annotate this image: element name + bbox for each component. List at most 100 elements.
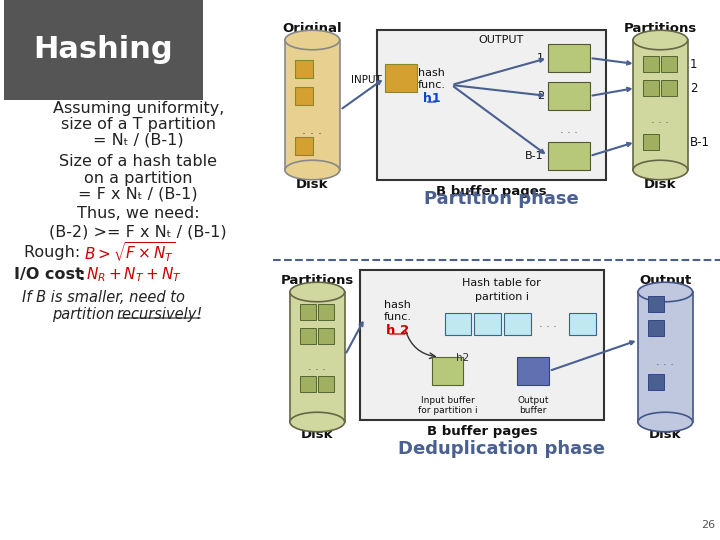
FancyBboxPatch shape — [644, 80, 660, 96]
Text: Disk: Disk — [644, 178, 677, 191]
FancyBboxPatch shape — [295, 87, 313, 105]
Text: . . .: . . . — [308, 362, 326, 372]
Text: = F x Nₜ / (B-1): = F x Nₜ / (B-1) — [78, 186, 198, 201]
Ellipse shape — [638, 412, 693, 432]
Text: 1: 1 — [537, 53, 544, 63]
Text: Hashing: Hashing — [34, 36, 174, 64]
FancyBboxPatch shape — [360, 270, 603, 420]
Text: Output: Output — [517, 396, 549, 405]
FancyBboxPatch shape — [300, 304, 316, 320]
Text: h1: h1 — [423, 91, 441, 105]
FancyBboxPatch shape — [633, 40, 688, 170]
Text: h 2: h 2 — [386, 323, 410, 336]
Text: Output: Output — [639, 274, 691, 287]
Text: Thus, we need:: Thus, we need: — [77, 206, 199, 221]
Text: of T: of T — [646, 36, 675, 49]
Text: Original: Original — [282, 22, 342, 35]
Text: . . .: . . . — [539, 319, 557, 329]
Text: h2: h2 — [456, 353, 469, 363]
FancyBboxPatch shape — [318, 304, 334, 320]
Text: Disk: Disk — [296, 178, 328, 191]
FancyBboxPatch shape — [318, 328, 334, 344]
Text: Disk: Disk — [649, 428, 682, 441]
FancyBboxPatch shape — [431, 357, 464, 385]
FancyBboxPatch shape — [662, 80, 678, 96]
Text: func.: func. — [384, 312, 412, 322]
Text: = Nₜ / (B-1): = Nₜ / (B-1) — [93, 132, 184, 147]
Text: 1: 1 — [690, 57, 698, 71]
Text: B-1: B-1 — [690, 136, 710, 148]
Text: for partition i: for partition i — [418, 406, 477, 415]
Text: 26: 26 — [701, 520, 715, 530]
Text: func.: func. — [418, 80, 446, 90]
FancyBboxPatch shape — [644, 134, 660, 150]
Text: Deduplication phase: Deduplication phase — [397, 440, 605, 458]
FancyBboxPatch shape — [295, 60, 313, 78]
Text: on a partition: on a partition — [84, 171, 192, 186]
Text: B-1: B-1 — [526, 151, 544, 161]
Text: Input buffer: Input buffer — [420, 396, 474, 405]
Ellipse shape — [638, 282, 693, 302]
Text: recursively!: recursively! — [117, 307, 202, 321]
Text: INPUT: INPUT — [351, 75, 382, 85]
FancyBboxPatch shape — [569, 313, 595, 335]
Text: B buffer pages: B buffer pages — [426, 425, 537, 438]
FancyBboxPatch shape — [444, 313, 472, 335]
Text: of T: of T — [303, 288, 332, 301]
Text: size of a T partition: size of a T partition — [60, 117, 216, 132]
FancyBboxPatch shape — [318, 376, 334, 392]
Text: partition i: partition i — [474, 292, 528, 302]
FancyBboxPatch shape — [290, 292, 345, 422]
Text: Partition phase: Partition phase — [424, 190, 579, 208]
FancyBboxPatch shape — [644, 56, 660, 72]
FancyBboxPatch shape — [638, 292, 693, 422]
FancyBboxPatch shape — [662, 56, 678, 72]
Text: B buffer pages: B buffer pages — [436, 185, 546, 198]
FancyBboxPatch shape — [649, 320, 665, 336]
Text: Assuming uniformity,: Assuming uniformity, — [53, 100, 224, 116]
FancyBboxPatch shape — [385, 64, 417, 92]
Text: $N_R + N_T + N_T$: $N_R + N_T + N_T$ — [86, 266, 181, 285]
Text: partition: partition — [52, 307, 119, 321]
FancyBboxPatch shape — [300, 328, 316, 344]
Text: Hash table for: Hash table for — [462, 278, 541, 288]
Text: Disk: Disk — [301, 428, 333, 441]
Text: . . .: . . . — [657, 357, 674, 367]
Ellipse shape — [290, 412, 345, 432]
Ellipse shape — [633, 160, 688, 180]
Text: . . .: . . . — [652, 115, 670, 125]
Text: 2: 2 — [690, 82, 698, 94]
Ellipse shape — [633, 30, 688, 50]
Text: hash: hash — [384, 300, 411, 310]
FancyBboxPatch shape — [649, 296, 665, 312]
FancyBboxPatch shape — [548, 44, 590, 72]
Ellipse shape — [285, 160, 340, 180]
Text: . . .: . . . — [560, 125, 577, 135]
Text: OUTPUT: OUTPUT — [479, 35, 524, 45]
FancyBboxPatch shape — [474, 313, 501, 335]
Text: Size of a hash table: Size of a hash table — [59, 154, 217, 170]
Text: . . .: . . . — [302, 124, 323, 137]
Ellipse shape — [290, 282, 345, 302]
FancyBboxPatch shape — [377, 30, 606, 180]
Text: $B > \sqrt{F \times N_T}$: $B > \sqrt{F \times N_T}$ — [84, 240, 175, 264]
Text: If B is smaller, need to: If B is smaller, need to — [22, 289, 185, 305]
FancyBboxPatch shape — [649, 374, 665, 390]
FancyBboxPatch shape — [548, 82, 590, 110]
Text: I/O cost: I/O cost — [14, 267, 83, 282]
Text: R: R — [307, 36, 318, 49]
Text: Partitions: Partitions — [281, 274, 354, 287]
Text: hash: hash — [418, 68, 445, 78]
FancyBboxPatch shape — [285, 40, 340, 170]
FancyBboxPatch shape — [4, 0, 203, 100]
Text: :: : — [78, 267, 91, 282]
FancyBboxPatch shape — [504, 313, 531, 335]
Text: (B-2) >= F x Nₜ / (B-1): (B-2) >= F x Nₜ / (B-1) — [50, 225, 227, 240]
FancyBboxPatch shape — [295, 137, 313, 155]
Text: buffer: buffer — [519, 406, 546, 415]
Ellipse shape — [285, 30, 340, 50]
FancyBboxPatch shape — [300, 376, 316, 392]
Text: Partitions: Partitions — [624, 22, 697, 35]
FancyBboxPatch shape — [517, 357, 549, 385]
Text: 2: 2 — [537, 91, 544, 101]
